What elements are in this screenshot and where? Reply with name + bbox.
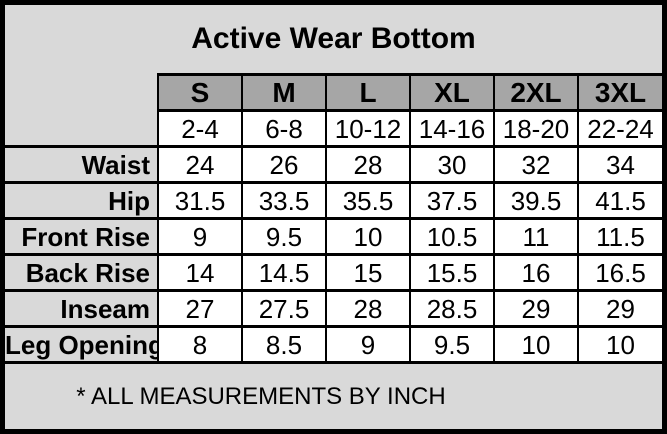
measurement-row-front-rise: Front Rise 9 9.5 10 10.5 11 11.5 [5,217,662,256]
measurement-cell: 28 [325,145,411,184]
numeric-size-cell: 22-24 [577,109,662,148]
row-label: Hip [5,181,159,220]
measurement-cell: 10 [325,217,411,256]
measurement-cell: 29 [577,289,662,328]
size-header-row: S M L XL 2XL 3XL [5,73,662,112]
size-header-s: S [157,73,243,112]
size-header-m: M [241,73,327,112]
size-header-2xl: 2XL [493,73,579,112]
measurement-cell: 29 [493,289,579,328]
measurement-cell: 37.5 [409,181,495,220]
measurement-row-waist: Waist 24 26 28 30 32 34 [5,145,662,184]
measurement-cell: 16 [493,253,579,292]
row-label: Inseam [5,289,159,328]
measurement-cell: 15 [325,253,411,292]
measurement-cell: 11.5 [577,217,662,256]
measurement-cell: 8.5 [241,325,327,364]
row-label: Leg Opening [5,325,159,364]
measurement-cell: 32 [493,145,579,184]
measurement-cell: 34 [577,145,662,184]
measurement-cell: 9.5 [409,325,495,364]
measurement-cell: 8 [157,325,243,364]
chart-title: Active Wear Bottom [191,22,476,55]
numeric-size-row: 2-4 6-8 10-12 14-16 18-20 22-24 [5,109,662,148]
measurement-cell: 11 [493,217,579,256]
measurement-cell: 39.5 [493,181,579,220]
measurement-cell: 41.5 [577,181,662,220]
footer-band: * ALL MEASUREMENTS BY INCH [5,364,662,429]
measurement-cell: 26 [241,145,327,184]
measurement-cell: 33.5 [241,181,327,220]
numeric-size-cell: 2-4 [157,109,243,148]
measurement-row-hip: Hip 31.5 33.5 35.5 37.5 39.5 41.5 [5,181,662,220]
measurement-cell: 9.5 [241,217,327,256]
measurement-cell: 24 [157,145,243,184]
measurement-cell: 16.5 [577,253,662,292]
size-header-3xl: 3XL [577,73,662,112]
measurement-cell: 14.5 [241,253,327,292]
measurement-cell: 35.5 [325,181,411,220]
size-chart-table: S M L XL 2XL 3XL 2-4 6-8 10-12 14-16 18-… [5,73,662,364]
measurement-row-inseam: Inseam 27 27.5 28 28.5 29 29 [5,289,662,328]
numeric-size-cell: 10-12 [325,109,411,148]
measurement-cell: 27 [157,289,243,328]
numeric-size-cell: 18-20 [493,109,579,148]
measurement-cell: 30 [409,145,495,184]
numeric-size-cell: 14-16 [409,109,495,148]
measurement-cell: 31.5 [157,181,243,220]
measurement-cell: 9 [157,217,243,256]
measurement-row-leg-opening: Leg Opening 8 8.5 9 9.5 10 10 [5,325,662,364]
measurement-cell: 15.5 [409,253,495,292]
row-label: Front Rise [5,217,159,256]
measurement-cell: 10.5 [409,217,495,256]
numeric-size-cell: 6-8 [241,109,327,148]
row-label: Back Rise [5,253,159,292]
measurement-cell: 28.5 [409,289,495,328]
measurement-cell: 10 [493,325,579,364]
measurements-footnote: * ALL MEASUREMENTS BY INCH [76,382,446,410]
row-label: Waist [5,145,159,184]
measurement-cell: 9 [325,325,411,364]
numeric-size-spacer-cell [5,110,158,148]
measurement-cell: 27.5 [241,289,327,328]
header-spacer-cell [5,74,158,111]
measurement-cell: 14 [157,253,243,292]
measurement-row-back-rise: Back Rise 14 14.5 15 15.5 16 16.5 [5,253,662,292]
size-header-l: L [325,73,411,112]
measurement-cell: 10 [577,325,662,364]
measurement-cell: 28 [325,289,411,328]
size-header-xl: XL [409,73,495,112]
